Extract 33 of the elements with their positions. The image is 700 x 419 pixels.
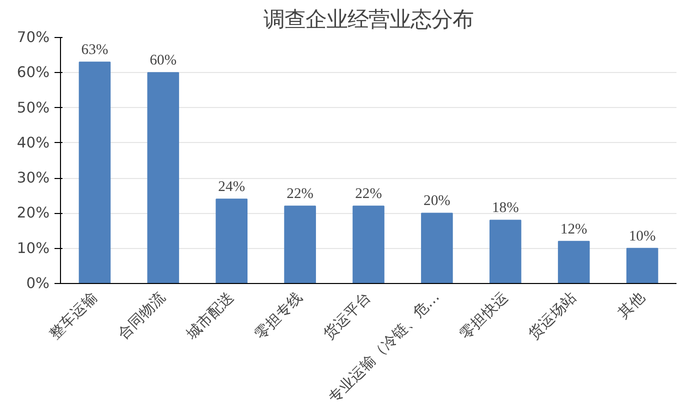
data-label: 24% bbox=[218, 179, 246, 196]
x-tick-label: 零担专线 bbox=[252, 288, 306, 343]
x-tick-label: 城市配送 bbox=[182, 288, 238, 344]
x-tick-label: 零担快运 bbox=[456, 288, 512, 343]
bar bbox=[626, 248, 658, 284]
y-tick-label: 70% bbox=[16, 29, 50, 46]
x-tick-label: 货运场站 bbox=[525, 288, 580, 343]
bar bbox=[284, 206, 316, 284]
bar bbox=[78, 62, 111, 284]
y-tick-label: 30% bbox=[16, 170, 50, 187]
bar bbox=[421, 212, 453, 284]
data-label: 22% bbox=[286, 186, 314, 202]
y-tick-label: 50% bbox=[16, 99, 50, 116]
data-label: 20% bbox=[424, 193, 450, 210]
y-tick-label: 40% bbox=[16, 134, 50, 152]
y-tick-label: 20% bbox=[16, 204, 50, 222]
chart-title: 调查企业经营业态分布 bbox=[264, 8, 474, 32]
data-label: 60% bbox=[150, 52, 177, 69]
data-label: 22% bbox=[355, 186, 382, 202]
y-tick-label: 10% bbox=[16, 240, 50, 257]
data-label: 12% bbox=[560, 221, 588, 238]
bar bbox=[352, 206, 384, 284]
data-label: 63% bbox=[81, 42, 108, 58]
data-label: 10% bbox=[628, 228, 656, 244]
bar bbox=[216, 198, 248, 284]
data-label: 18% bbox=[492, 200, 519, 216]
x-tick-label: 合同物流 bbox=[114, 288, 170, 343]
x-tick-label: 其他 bbox=[615, 288, 648, 322]
bar bbox=[489, 220, 522, 284]
y-tick-label: 60% bbox=[16, 64, 50, 82]
bar bbox=[147, 72, 180, 284]
bar bbox=[558, 240, 590, 284]
x-tick-label: 货运平台 bbox=[320, 288, 375, 343]
